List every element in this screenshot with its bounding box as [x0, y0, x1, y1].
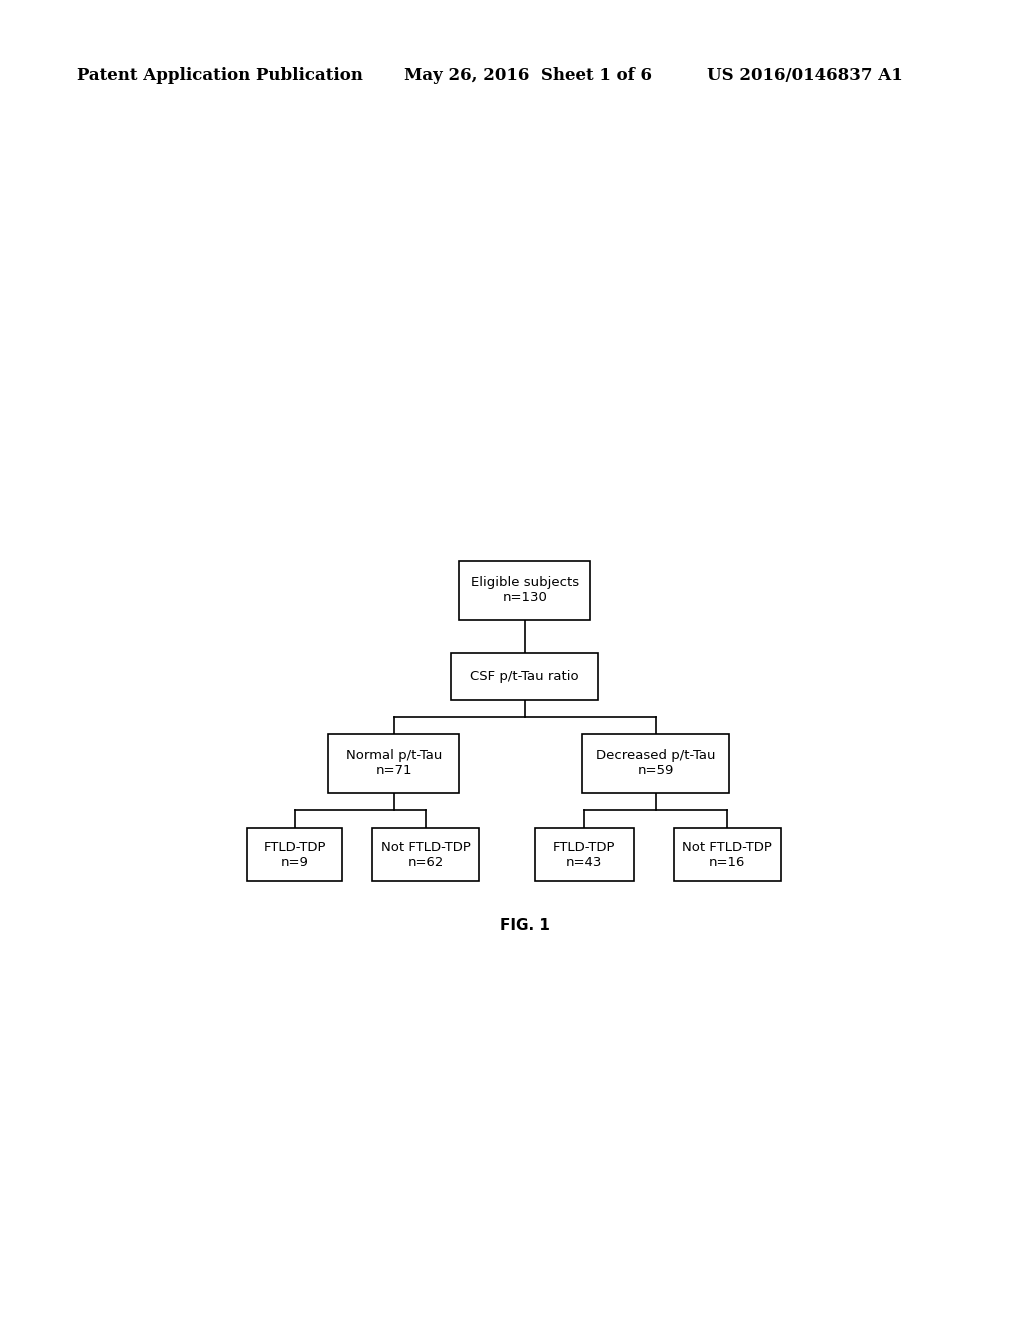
FancyBboxPatch shape — [372, 828, 479, 880]
FancyBboxPatch shape — [535, 828, 634, 880]
Text: Normal p/t-Tau
n=71: Normal p/t-Tau n=71 — [346, 750, 442, 777]
FancyBboxPatch shape — [674, 828, 780, 880]
FancyBboxPatch shape — [460, 561, 590, 620]
Text: Not FTLD-TDP
n=16: Not FTLD-TDP n=16 — [682, 841, 772, 869]
Text: FTLD-TDP
n=43: FTLD-TDP n=43 — [553, 841, 615, 869]
Text: Decreased p/t-Tau
n=59: Decreased p/t-Tau n=59 — [596, 750, 716, 777]
FancyBboxPatch shape — [452, 653, 598, 700]
Text: FIG. 1: FIG. 1 — [500, 919, 550, 933]
FancyBboxPatch shape — [583, 734, 729, 792]
Text: May 26, 2016  Sheet 1 of 6: May 26, 2016 Sheet 1 of 6 — [404, 67, 652, 83]
FancyBboxPatch shape — [329, 734, 460, 792]
Text: FTLD-TDP
n=9: FTLD-TDP n=9 — [263, 841, 326, 869]
Text: Patent Application Publication: Patent Application Publication — [77, 67, 362, 83]
Text: US 2016/0146837 A1: US 2016/0146837 A1 — [707, 67, 902, 83]
Text: Eligible subjects
n=130: Eligible subjects n=130 — [471, 577, 579, 605]
Text: Not FTLD-TDP
n=62: Not FTLD-TDP n=62 — [381, 841, 471, 869]
Text: CSF p/t-Tau ratio: CSF p/t-Tau ratio — [470, 671, 580, 684]
FancyBboxPatch shape — [247, 828, 342, 880]
